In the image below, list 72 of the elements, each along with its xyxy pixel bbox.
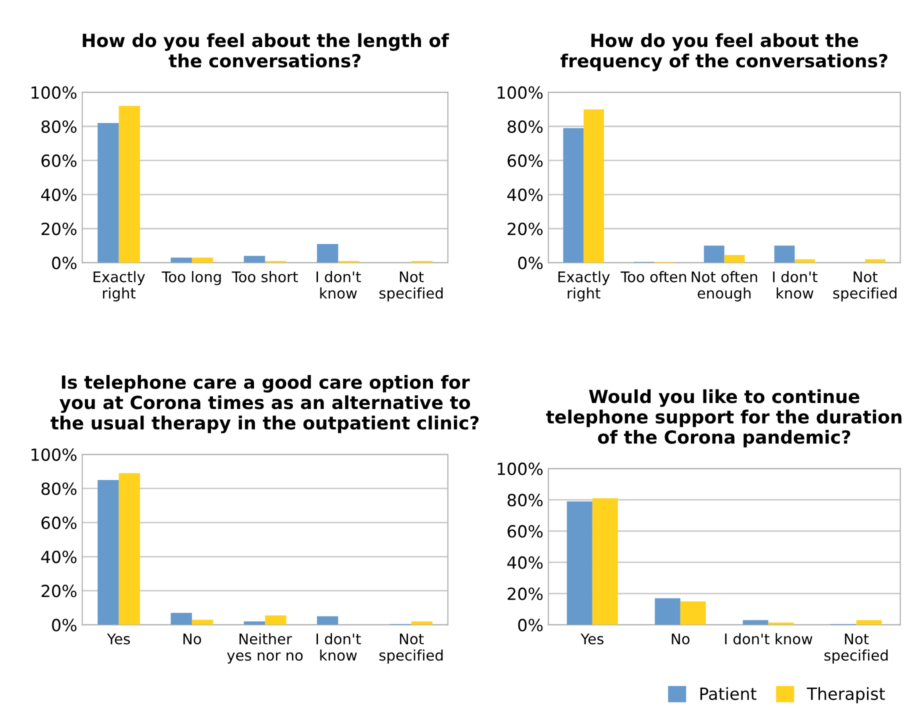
y-tick-label: 20%: [42, 584, 76, 598]
x-tick-label: Yes: [107, 634, 130, 644]
x-tick-label: No: [183, 634, 202, 644]
y-tick-label: 80%: [41, 120, 76, 133]
x-tick-label: Exactly right: [94, 271, 145, 302]
bar: [118, 473, 140, 625]
y-tick-label: 80%: [508, 120, 543, 133]
bar: [192, 258, 214, 263]
y-tick-label: 0%: [518, 256, 543, 270]
bar: [244, 256, 266, 263]
bar: [774, 246, 795, 263]
bar: [316, 616, 338, 625]
y-tick-label: 100%: [32, 86, 76, 99]
y-tick-label: 40%: [507, 188, 543, 202]
y-tick-label: 40%: [507, 556, 543, 569]
bar: [654, 598, 680, 625]
y-tick-label: 80%: [508, 494, 543, 506]
bar: [98, 122, 119, 263]
x-tick-label: I don't know: [316, 633, 361, 661]
x-tick-label: I don't know: [725, 633, 812, 644]
y-tick-label: 0%: [52, 256, 76, 270]
y-tick-label: 40%: [41, 550, 76, 564]
bar: [704, 246, 724, 263]
bar: [856, 620, 882, 625]
x-tick-label: Not specified: [824, 634, 888, 664]
bar: [742, 620, 768, 625]
bar: [563, 128, 584, 263]
x-tick-label: Not often enough: [692, 271, 758, 302]
x-tick-label: Not specified: [833, 271, 896, 302]
x-tick-label: Too short: [232, 271, 298, 282]
y-tick-label: 40%: [41, 188, 76, 202]
legend-label: Patient: [700, 687, 756, 700]
y-tick-label: 60%: [508, 154, 543, 168]
y-tick-label: 60%: [42, 516, 76, 530]
bar: [566, 501, 592, 625]
bar: [98, 480, 119, 625]
chart-title: How do you feel about the frequency of the conversations?: [560, 33, 888, 72]
y-tick-label: 60%: [42, 154, 76, 168]
bar: [118, 106, 140, 263]
x-tick-label: I don't know: [773, 271, 818, 299]
bar: [592, 498, 618, 625]
bar: [192, 620, 214, 625]
x-tick-label: Neither yes nor no: [227, 633, 303, 664]
y-tick-label: 20%: [508, 222, 543, 236]
bar: [680, 601, 706, 625]
x-tick-label: Too often: [620, 271, 686, 282]
bar: [316, 244, 338, 263]
bar: [584, 109, 604, 263]
chart-title: Is telephone care a good care option for you at Corona times as an alternative to the usual therapy in the outpatient clinic?: [50, 374, 479, 434]
y-tick-label: 20%: [42, 222, 76, 236]
y-tick-label: 80%: [41, 482, 76, 496]
bar: [265, 615, 286, 625]
y-tick-label: 100%: [498, 86, 543, 99]
y-tick-label: 20%: [508, 588, 543, 600]
x-tick-label: Exactly right: [558, 271, 610, 302]
x-tick-label: Too long: [162, 271, 221, 286]
x-tick-label: No: [672, 634, 690, 644]
chart-title: Would you like to continue telephone support for the duration of the Corona pandemic?: [546, 389, 902, 448]
y-tick-label: 0%: [52, 618, 76, 632]
bar: [170, 258, 192, 263]
x-tick-label: I don't know: [316, 271, 361, 299]
y-tick-label: 60%: [508, 525, 543, 538]
y-tick-label: 100%: [32, 448, 76, 461]
y-tick-label: 100%: [498, 462, 543, 476]
x-tick-label: Not specified: [379, 271, 443, 302]
legend-label: Therapist: [806, 687, 885, 704]
chart-title: How do you feel about the length of the conversations?: [82, 33, 450, 68]
bar: [724, 255, 745, 263]
x-tick-label: Yes: [580, 634, 604, 644]
x-tick-label: Not specified: [379, 634, 443, 664]
bar: [170, 612, 192, 625]
y-tick-label: 0%: [518, 618, 543, 632]
